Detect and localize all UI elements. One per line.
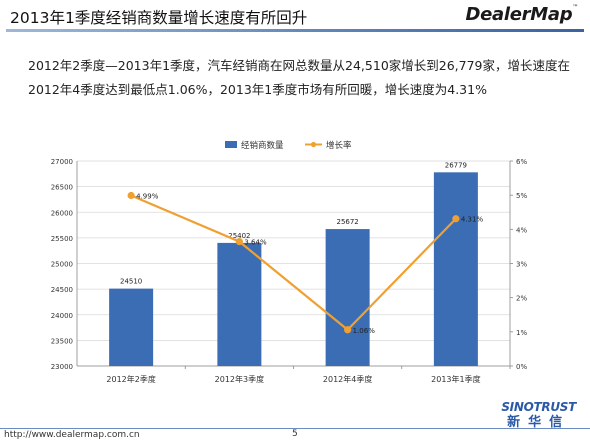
y-left-tick-label: 24000 (51, 312, 73, 320)
legend-label-growth-rate: 增长率 (326, 140, 352, 151)
sinotrust-logo-en: SINOTRUST (501, 400, 576, 414)
bar-value-label: 24510 (120, 278, 142, 286)
legend-label-dealer-count: 经销商数量 (241, 140, 284, 151)
growth-rate-point (452, 215, 460, 223)
y-left-tick-label: 23000 (51, 363, 73, 371)
title-divider (6, 29, 584, 32)
y-right-tick-label: 0% (516, 363, 527, 371)
growth-rate-point (235, 238, 243, 246)
y-right-tick-label: 2% (516, 295, 527, 303)
y-left-tick-label: 25000 (51, 261, 73, 269)
dealermap-logo: DealerMap™ (465, 4, 579, 25)
legend-swatch-dealer-count (225, 141, 237, 148)
y-right-tick-label: 6% (516, 158, 527, 166)
bar-dealer-count (433, 172, 478, 366)
sinotrust-logo: SINOTRUST 新华信 (501, 400, 576, 430)
growth-rate-line (130, 194, 457, 332)
growth-rate-point (344, 326, 352, 334)
sinotrust-logo-cn: 新华信 (507, 415, 571, 430)
y-left-tick-label: 27000 (51, 158, 73, 166)
x-tick-label: 2012年4季度 (323, 374, 372, 384)
y-left-tick-label: 24500 (51, 286, 73, 294)
y-left-tick-label: 26000 (51, 209, 73, 217)
page-number: 5 (292, 429, 298, 439)
y-left-tick-label: 25500 (51, 235, 73, 243)
bar-value-label: 25402 (228, 232, 250, 240)
y-right-tick-label: 3% (516, 261, 527, 269)
bar-dealer-count (109, 288, 154, 366)
footer-url: http://www.dealermap.com.cn (4, 430, 140, 440)
y-left-tick-label: 23500 (51, 337, 73, 345)
growth-rate-label: 3.64% (244, 239, 267, 247)
bar-dealer-count (325, 229, 370, 366)
bar-value-label: 25672 (336, 218, 358, 226)
bar-value-label: 26779 (445, 161, 467, 169)
bar-dealer-count (217, 242, 262, 366)
slide-title: 2013年1季度经销商数量增长速度有所回升 (10, 9, 308, 27)
footer-divider (0, 428, 590, 429)
y-right-tick-label: 5% (516, 192, 527, 200)
y-left-tick-label: 26500 (51, 184, 73, 192)
x-tick-label: 2012年2季度 (106, 374, 155, 384)
y-right-tick-label: 1% (516, 329, 527, 337)
x-tick-label: 2013年1季度 (431, 374, 480, 384)
legend-marker-growth-rate (310, 141, 317, 148)
summary-paragraph: 2012年2季度—2013年1季度，汽车经销商在网总数量从24,510家增长到2… (28, 58, 571, 97)
y-right-tick-label: 4% (516, 226, 527, 234)
growth-rate-label: 4.99% (136, 193, 159, 201)
growth-rate-point (127, 191, 135, 200)
growth-rate-label: 4.31% (461, 216, 484, 224)
x-tick-label: 2012年3季度 (215, 374, 264, 384)
growth-rate-label: 1.06% (353, 327, 376, 335)
